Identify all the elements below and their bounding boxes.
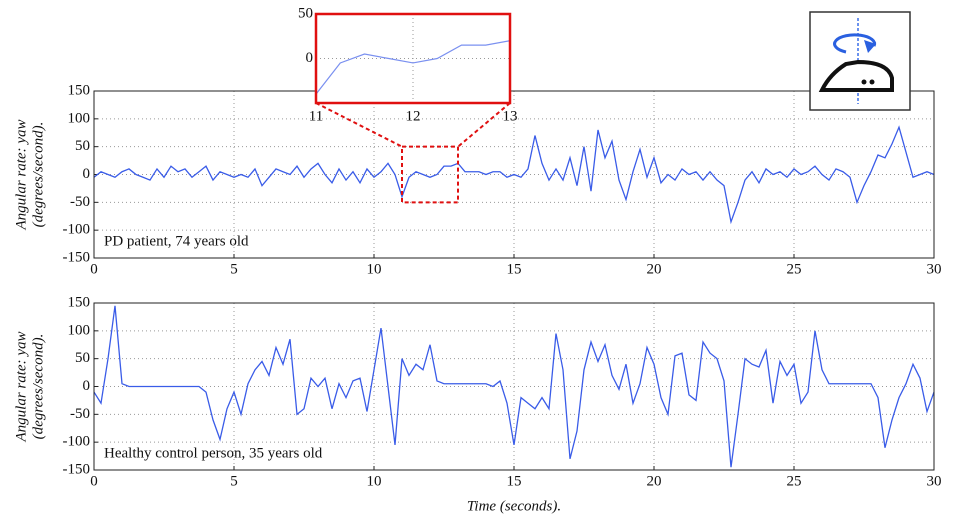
x-tick-label: 25 xyxy=(787,473,802,489)
annotation: Healthy control person, 35 years old xyxy=(104,445,323,461)
x-tick-label: 25 xyxy=(787,261,802,277)
x-tick-label: 20 xyxy=(647,473,662,489)
y-axis-label: (degrees/second). xyxy=(30,334,46,440)
y-tick-label: -50 xyxy=(70,406,90,422)
x-tick-label: 20 xyxy=(647,261,662,277)
signal-line xyxy=(93,125,935,225)
x-tick-label: 0 xyxy=(90,261,98,277)
y-tick-label: -150 xyxy=(63,249,91,265)
inset-x-tick-label: 12 xyxy=(406,108,421,124)
y-tick-label: 0 xyxy=(83,378,91,394)
y-axis-label: Angular rate: yaw xyxy=(13,120,29,231)
inset-x-tick-label: 11 xyxy=(309,108,323,124)
y-tick-label: -50 xyxy=(70,194,90,210)
x-tick-label: 15 xyxy=(507,261,522,277)
inset-x-tick-label: 13 xyxy=(503,108,518,124)
y-tick-label: 100 xyxy=(68,322,91,338)
x-tick-label: 10 xyxy=(367,261,382,277)
inset-frame xyxy=(314,12,512,105)
y-tick-label: -100 xyxy=(63,222,91,238)
y-axis-label: Angular rate: yaw xyxy=(13,332,29,443)
y-tick-label: 100 xyxy=(68,110,91,126)
axes-frame xyxy=(93,90,935,259)
rotation-icon xyxy=(809,11,911,111)
inset-y-tick-label: 50 xyxy=(298,5,313,21)
x-tick-label: 5 xyxy=(230,261,238,277)
x-tick-label: 30 xyxy=(927,261,942,277)
x-tick-label: 0 xyxy=(90,473,98,489)
y-tick-label: 150 xyxy=(68,294,91,310)
y-tick-label: -150 xyxy=(63,461,91,477)
y-tick-label: -100 xyxy=(63,434,91,450)
x-tick-label: 5 xyxy=(230,473,238,489)
y-axis-label: (degrees/second). xyxy=(30,122,46,228)
annotation: PD patient, 74 years old xyxy=(104,233,249,249)
x-tick-label: 15 xyxy=(507,473,522,489)
x-tick-label: 10 xyxy=(367,473,382,489)
axes-frame xyxy=(93,302,935,471)
inset-y-tick-label: 0 xyxy=(306,50,314,66)
zoom-connector xyxy=(457,102,511,148)
zoom-connector xyxy=(315,102,403,148)
x-axis-label: Time (seconds). xyxy=(467,498,561,514)
y-tick-label: 50 xyxy=(75,138,90,154)
zoom-region xyxy=(401,145,459,204)
y-tick-label: 0 xyxy=(83,166,91,182)
y-tick-label: 50 xyxy=(75,350,90,366)
x-tick-label: 30 xyxy=(927,473,942,489)
y-tick-label: 150 xyxy=(68,82,91,98)
signal-line xyxy=(93,305,935,468)
